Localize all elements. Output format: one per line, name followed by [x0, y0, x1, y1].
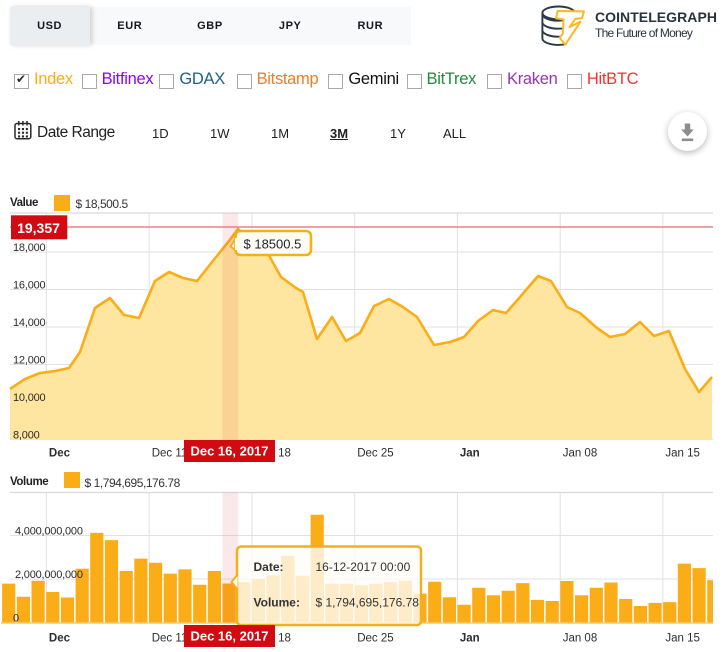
svg-text:Jan 15: Jan 15	[665, 633, 700, 645]
svg-text:Dec 25: Dec 25	[357, 448, 393, 460]
svg-text:Volume:: Volume:	[254, 596, 300, 610]
svg-text:Jan 08: Jan 08	[563, 633, 598, 645]
svg-text:Jan: Jan	[460, 448, 480, 460]
svg-text:8,000: 8,000	[13, 430, 40, 442]
svg-text:Dec 16, 2017: Dec 16, 2017	[190, 444, 268, 459]
svg-text:$ 1,794,695,176.78: $ 1,794,695,176.78	[316, 596, 420, 610]
svg-text:14,000: 14,000	[13, 317, 46, 329]
svg-text:Dec 16, 2017: Dec 16, 2017	[190, 629, 268, 644]
svg-text:Dec: Dec	[49, 448, 71, 460]
svg-text:4,000,000,000: 4,000,000,000	[15, 526, 83, 538]
svg-text:Jan: Jan	[460, 633, 480, 645]
svg-text:16-12-2017 00:00: 16-12-2017 00:00	[316, 560, 411, 574]
svg-text:Jan 15: Jan 15	[665, 448, 700, 460]
svg-text:2,000,000,000: 2,000,000,000	[15, 569, 83, 581]
svg-text:12,000: 12,000	[13, 355, 46, 367]
svg-text:Jan 08: Jan 08	[563, 448, 598, 460]
svg-text:16,000: 16,000	[13, 280, 46, 292]
svg-text:Dec 11: Dec 11	[152, 633, 188, 645]
svg-text:0: 0	[13, 613, 19, 625]
svg-text:Dec: Dec	[49, 633, 71, 645]
svg-text:Dec 11: Dec 11	[152, 448, 188, 460]
svg-text:19,357: 19,357	[17, 220, 60, 236]
svg-text:10,000: 10,000	[13, 392, 46, 404]
svg-text:18,000: 18,000	[13, 242, 46, 254]
svg-text:Date:: Date:	[254, 560, 284, 574]
svg-text:Dec 25: Dec 25	[357, 633, 393, 645]
svg-text:$ 18500.5: $ 18500.5	[244, 236, 302, 251]
